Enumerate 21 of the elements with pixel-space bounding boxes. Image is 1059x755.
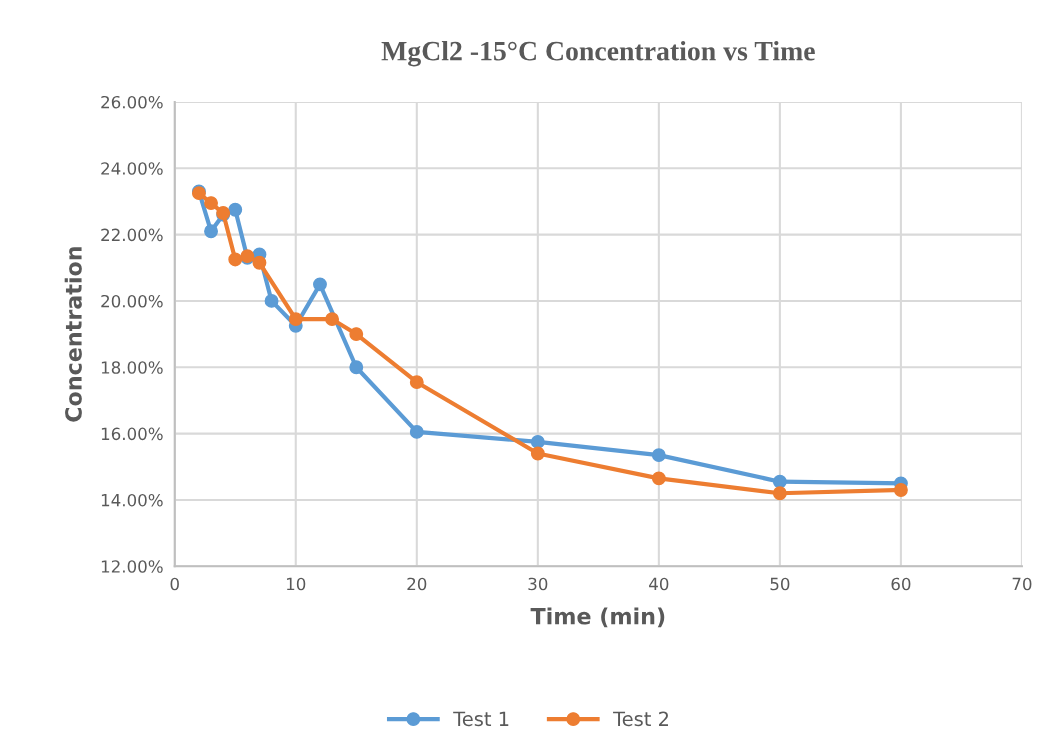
x-tick-label: 50: [770, 577, 790, 591]
legend-label: Test 1: [453, 711, 509, 727]
x-tick-label: 40: [649, 577, 669, 591]
chart-title: MgCl2 -15°C Concentration vs Time: [381, 40, 815, 67]
y-tick-label: 26.00%: [101, 95, 163, 109]
y-tick-label: 14.00%: [101, 493, 163, 507]
x-tick-label: 60: [891, 577, 911, 591]
y-tick-label: 12.00%: [101, 560, 163, 573]
y-tick-label: 20.00%: [101, 294, 163, 308]
y-tick-label: 18.00%: [101, 361, 163, 374]
y-tick-label: 22.00%: [101, 228, 163, 242]
y-tick-label: 16.00%: [101, 427, 163, 441]
y-tick-label: 24.00%: [101, 162, 163, 175]
y-axis-title: Concentration: [64, 247, 82, 422]
x-tick-label: 0: [170, 577, 179, 591]
x-tick-label: 20: [407, 577, 427, 591]
x-tick-label: 30: [528, 577, 548, 591]
x-tick-label: 10: [286, 577, 306, 591]
x-tick-label: 70: [1012, 577, 1032, 591]
legend-label: Test 2: [613, 711, 669, 727]
x-axis-title: Time (min): [530, 607, 665, 628]
